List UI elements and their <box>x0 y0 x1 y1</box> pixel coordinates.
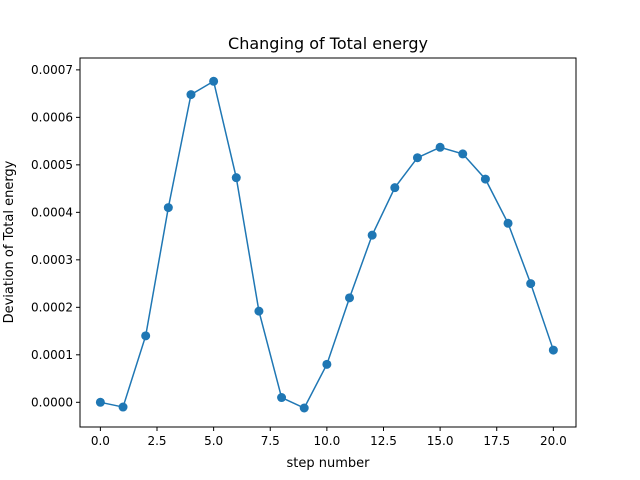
y-tick-label: 0.0006 <box>31 110 73 124</box>
data-point <box>209 76 219 86</box>
data-point <box>345 293 355 303</box>
data-point <box>390 183 400 193</box>
y-axis: 0.0000 0.0001 0.0002 0.0003 0.0004 0.0005 0.00… <box>31 63 80 409</box>
data-point <box>322 359 332 369</box>
y-axis-label: Deviation of Total energy <box>2 160 17 323</box>
x-tick-label: 12.5 <box>370 434 397 448</box>
y-tick-label: 0.0000 <box>31 395 73 409</box>
data-point <box>299 403 309 413</box>
x-tick-label: 17.5 <box>483 434 510 448</box>
series-lines <box>100 80 555 409</box>
series-line <box>100 80 555 409</box>
data-point <box>141 331 151 341</box>
y-tick-label: 0.0001 <box>31 348 73 362</box>
x-tick-label: 5.0 <box>204 434 223 448</box>
x-tick-label: 7.5 <box>261 434 280 448</box>
chart-title: Changing of Total energy <box>228 34 428 53</box>
plot-area <box>79 57 577 428</box>
y-tick-label: 0.0005 <box>31 158 73 172</box>
y-tick-label: 0.0003 <box>31 253 73 267</box>
y-tick-label: 0.0004 <box>31 205 73 219</box>
x-tick-label: 20.0 <box>540 434 567 448</box>
data-point <box>367 230 377 240</box>
data-point <box>548 345 558 355</box>
x-tick-label: 15.0 <box>427 434 454 448</box>
data-point <box>480 174 490 184</box>
x-axis: 0.0 2.5 5.0 7.5 10.0 12.5 15.0 17.5 20.0 <box>91 427 567 448</box>
data-point <box>95 397 105 407</box>
series-points <box>95 76 558 413</box>
data-point <box>277 393 287 403</box>
x-tick-label: 0.0 <box>91 434 110 448</box>
data-point <box>412 153 422 163</box>
x-tick-label: 10.0 <box>314 434 341 448</box>
data-point <box>254 306 264 316</box>
data-point <box>435 142 445 152</box>
data-point <box>458 149 468 159</box>
data-point <box>526 279 536 289</box>
data-point <box>163 203 173 213</box>
plot-frame <box>79 57 577 428</box>
data-point <box>231 173 241 183</box>
data-point <box>186 90 196 100</box>
x-tick-label: 2.5 <box>147 434 166 448</box>
data-point <box>118 402 128 412</box>
y-tick-label: 0.0002 <box>31 300 73 314</box>
y-tick-label: 0.0007 <box>31 63 73 77</box>
x-axis-label: step number <box>287 456 371 471</box>
data-point <box>503 218 513 228</box>
